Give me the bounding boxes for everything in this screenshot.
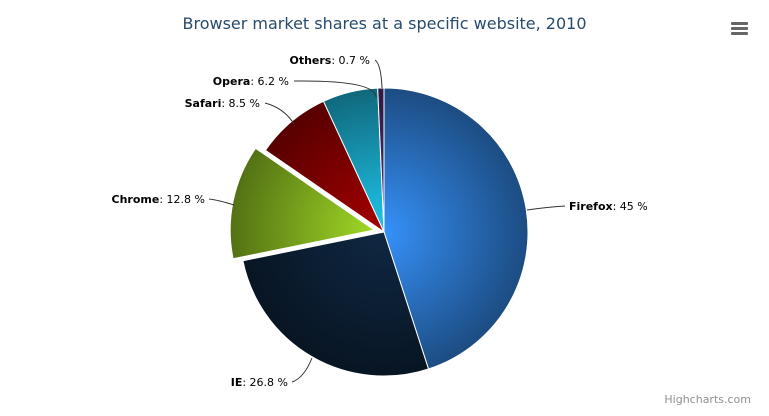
pie-slice-others[interactable]	[377, 87, 385, 233]
connector-safari	[264, 102, 295, 125]
data-label-chrome: Chrome: 12.8 %	[112, 193, 205, 206]
pie-slice-firefox[interactable]	[383, 87, 529, 370]
data-label-others: Others: 0.7 %	[289, 54, 370, 67]
connector-opera	[293, 80, 377, 98]
connector-others	[374, 59, 383, 89]
credits-link[interactable]: Highcharts.com	[664, 393, 751, 406]
pie-slice-ie[interactable]	[242, 231, 430, 377]
hamburger-menu-icon[interactable]	[731, 22, 748, 36]
chart-title: Browser market shares at a specific webs…	[182, 14, 587, 33]
pie-slice-chrome[interactable]	[229, 147, 376, 260]
connector-firefox	[526, 205, 566, 211]
connector-chrome	[208, 198, 235, 206]
data-label-safari: Safari: 8.5 %	[185, 97, 260, 110]
connector-ie	[291, 357, 313, 383]
data-label-ie: IE: 26.8 %	[231, 376, 288, 389]
data-label-opera: Opera: 6.2 %	[213, 75, 289, 88]
data-label-firefox: Firefox: 45 %	[569, 200, 648, 213]
